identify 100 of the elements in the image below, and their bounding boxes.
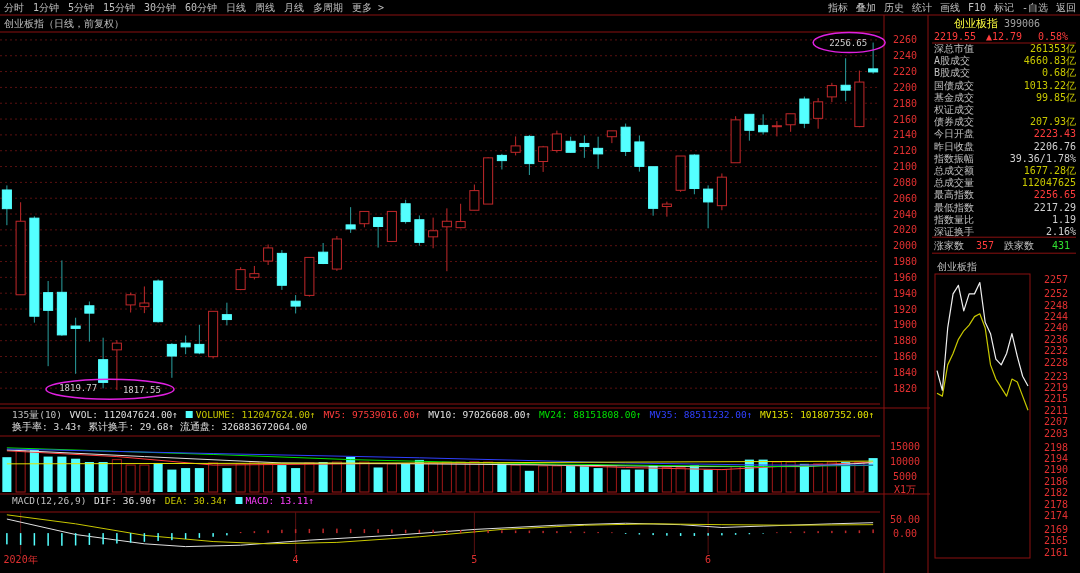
y-tick-label: 2040 [892, 208, 918, 220]
text: 2.16% [1045, 226, 1076, 237]
text: 2219.55 [934, 31, 977, 42]
y-tick-label: 2160 [892, 113, 918, 125]
bar [469, 461, 480, 493]
y-tick-label: 2174 [1043, 509, 1069, 521]
text: 换手率: 3.43↑ [12, 421, 83, 432]
y-tick-label: 1920 [892, 303, 918, 315]
bar [428, 462, 439, 493]
text: 431 [1052, 240, 1071, 252]
y-tick-label: 1980 [892, 256, 918, 268]
y-tick-label: 2165 [1043, 535, 1069, 547]
category-label: 标记 [993, 2, 1014, 13]
candlestick [496, 153, 507, 170]
bar [593, 468, 603, 492]
annotation: 1819.77 [59, 383, 98, 394]
candlestick [469, 184, 480, 211]
text: 2223.43 [1033, 128, 1076, 140]
y-tick-label: 2200 [892, 81, 918, 93]
candlestick [785, 113, 796, 133]
y-tick-label: 2244 [1043, 311, 1069, 323]
category-label: 月线 [284, 2, 304, 13]
text: 2206.76 [1033, 140, 1076, 152]
candlestick [373, 216, 384, 249]
y-tick-label: 1960 [892, 271, 918, 283]
candlestick [579, 134, 590, 159]
bar [29, 449, 39, 492]
y-tick-label: 2236 [1043, 333, 1069, 345]
chart-title: MACD(12,26,9) [12, 495, 87, 506]
y-tick-label: 5000 [892, 471, 918, 483]
bar [263, 463, 274, 493]
y-tick-label: 2100 [892, 161, 918, 173]
category-label: 基金成交 [934, 91, 974, 103]
bar [277, 465, 287, 492]
candlestick [1, 184, 12, 226]
text: 99.85亿 [1035, 91, 1076, 103]
y-tick-label: 2080 [892, 176, 918, 188]
candlestick [703, 184, 714, 229]
category-label: 债券成交 [934, 116, 974, 128]
bar [139, 464, 150, 493]
y-tick-label: 2257 [1043, 274, 1069, 286]
y-tick-label: 1940 [892, 287, 918, 299]
bar [730, 466, 741, 493]
y-tick-label: 1860 [892, 351, 918, 363]
text: 跌家数 [1004, 240, 1034, 252]
bar [703, 469, 713, 492]
category-label: 30分钟 [144, 2, 177, 13]
bar [551, 465, 562, 493]
x-tick-label: 4 [292, 554, 299, 565]
bar [15, 449, 26, 493]
candlestick [414, 214, 425, 247]
y-tick-label: 2207 [1043, 416, 1069, 428]
line-series [936, 281, 1029, 392]
candlestick [551, 130, 562, 154]
candlestick [813, 97, 824, 130]
category-label: 15分钟 [103, 2, 136, 13]
bar [194, 468, 204, 492]
y-tick-label: 1840 [892, 366, 918, 378]
y-tick-label: 2240 [1043, 322, 1069, 334]
text: 1677.28亿 [1023, 165, 1076, 176]
text: 创业板指 [954, 17, 998, 30]
bar [510, 464, 521, 493]
bar [716, 469, 727, 493]
bar [71, 458, 81, 492]
category-label: 最低指数 [934, 201, 974, 213]
bar [455, 461, 466, 493]
text: 0.58% [1038, 31, 1069, 42]
bar [771, 461, 782, 493]
category-label: 最高指数 [934, 189, 974, 201]
candlestick [510, 135, 521, 156]
candlestick [139, 285, 150, 314]
candlestick [70, 317, 81, 375]
y-tick-label: 2219 [1043, 382, 1069, 394]
bar [153, 462, 163, 492]
y-tick-label: 2252 [1043, 288, 1069, 300]
category-label: 总成交额 [933, 165, 974, 176]
y-tick-label: 2000 [892, 240, 918, 252]
annotation: 1817.55 [122, 385, 161, 396]
candlestick [111, 339, 122, 391]
y-tick-label: 10000 [889, 456, 921, 468]
chart-title: 135量(10) [12, 409, 63, 420]
category-label: B股成交 [934, 67, 971, 79]
y-tick-label: 2190 [1043, 464, 1069, 476]
bar [373, 467, 383, 492]
bar [634, 469, 644, 492]
category-label: 指数量比 [933, 213, 974, 225]
candlestick [43, 280, 54, 367]
candlestick [661, 201, 672, 218]
text: 流通盘: 326883672064.00 [180, 421, 308, 432]
bar [291, 468, 301, 492]
text: 112047625 [1021, 177, 1076, 189]
y-tick-label: 50.00 [889, 513, 921, 525]
bar [566, 465, 576, 492]
category-label: 画线 [940, 2, 960, 13]
y-tick-label: 2248 [1043, 299, 1069, 311]
bar [483, 461, 494, 493]
text: MV135: 101807352.00↑ [760, 409, 875, 420]
bar [167, 469, 177, 492]
category-label: 权证成交 [933, 104, 974, 115]
candlestick [221, 302, 232, 326]
